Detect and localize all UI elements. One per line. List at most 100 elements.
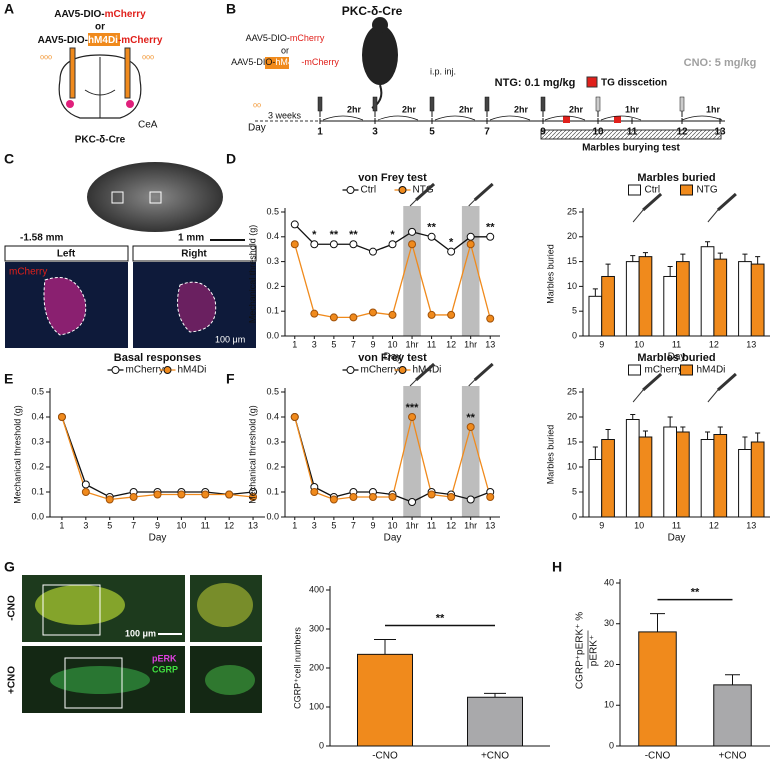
timeline-day: 5: [429, 127, 435, 138]
region-label: CeA: [138, 120, 158, 131]
bar: [750, 441, 765, 518]
data-point: [310, 309, 319, 318]
x-tick-label: 9: [370, 339, 375, 349]
x-tick-label: 13: [485, 339, 495, 349]
y-tick-label: 15: [567, 256, 577, 266]
y-tick-label: 0: [572, 330, 577, 340]
virus-part: AAV5-DIO-: [54, 9, 104, 20]
bar: [738, 449, 752, 518]
y-tick-label: 0.2: [31, 461, 44, 471]
x-tick-label: 9: [599, 339, 604, 349]
error-bar: [680, 253, 686, 262]
bar: [467, 696, 523, 747]
legend-label: hM4Di: [178, 365, 207, 376]
y-tick-label: 5: [572, 486, 577, 496]
error-bar: [717, 252, 723, 260]
legend-label: mCherry: [645, 365, 683, 376]
virus-part: AAV5-DIO-: [246, 33, 290, 43]
data-point: [486, 493, 495, 501]
bar: [676, 431, 690, 518]
cea-outline: [177, 281, 217, 333]
side-label: Right: [181, 249, 207, 260]
syringe-needle: [468, 379, 476, 387]
x-axis-label: Day: [149, 533, 167, 544]
scale-label: 1 mm: [178, 233, 204, 244]
x-tick-label: 10: [387, 339, 397, 349]
x-tick-label: 9: [370, 520, 375, 530]
y-tick-label: 25: [567, 206, 577, 216]
y-tick-label: 0.4: [266, 411, 279, 421]
legend-swatch: [680, 364, 693, 376]
panel-letter: C: [4, 151, 14, 167]
y-axis-label: Mechanical threshold (g): [247, 405, 257, 504]
virus-part: mCherry: [290, 33, 325, 43]
timeline-day: 7: [484, 127, 490, 138]
cno-dose: CNO: 5 mg/kg: [684, 57, 757, 69]
y-axis-label: pERK⁺: [589, 635, 600, 666]
x-tick-label: 11: [672, 520, 681, 530]
data-point: [368, 493, 377, 501]
bar: [713, 684, 752, 747]
data-point: [408, 498, 417, 506]
or-label: or: [281, 45, 289, 55]
x-tick-label: -CNO: [372, 751, 398, 759]
data-point: [310, 488, 319, 496]
x-tick-label: 9: [155, 520, 160, 530]
interval-label: 2hr: [459, 104, 474, 114]
y-tick-label: 0.0: [266, 511, 279, 521]
interval-label: 2hr: [569, 104, 584, 114]
interval-label: 2hr: [402, 104, 417, 114]
x-tick-label: 7: [351, 520, 356, 530]
legend-swatch: [680, 184, 693, 196]
highlight-band: [461, 206, 480, 336]
panel-letter: G: [4, 559, 15, 575]
bar: [357, 653, 413, 747]
y-tick-label: 10: [604, 700, 614, 710]
brain-outline: [58, 54, 142, 119]
test-box: [540, 129, 722, 140]
interval-arc: [377, 115, 419, 121]
data-point: [57, 413, 66, 421]
highlight-band: [461, 386, 480, 517]
legend-marker: [163, 366, 172, 374]
y-axis-label: Mechanical threshold (g): [247, 225, 257, 324]
bar: [638, 256, 653, 337]
legend-label: mCherry: [361, 365, 399, 376]
significance: **: [330, 229, 339, 241]
y-tick-label: 0.5: [31, 386, 44, 396]
error-bar: [742, 436, 748, 450]
error-bar: [592, 288, 598, 297]
y-tick-label: 40: [604, 577, 614, 587]
or-label: or: [95, 22, 105, 33]
data-point: [427, 310, 436, 319]
virus-part: AAV5-DIO-: [231, 57, 275, 67]
syringe: [642, 192, 663, 212]
data-point: [427, 490, 436, 499]
x-tick-label: 3: [312, 339, 317, 349]
y-tick-label: 20: [567, 411, 577, 421]
data-point: [466, 423, 475, 431]
error-bar: [667, 416, 673, 427]
y-tick-label: 25: [567, 386, 577, 396]
error-bar: [725, 674, 740, 685]
syringe-needle: [409, 379, 417, 387]
data-point: [329, 240, 338, 249]
data-point: [466, 240, 475, 249]
dissection-mark: [563, 116, 570, 123]
bar: [638, 436, 653, 518]
interval-label: 2hr: [514, 104, 529, 114]
x-tick-label: 10: [176, 520, 186, 530]
bar: [588, 459, 603, 518]
virus-icon: ⁰⁰⁰: [40, 55, 52, 66]
x-tick-label: +CNO: [718, 751, 746, 759]
x-tick-label: 10: [634, 520, 644, 530]
x-tick-label: 1hr: [464, 339, 477, 349]
legend-marker: [398, 186, 407, 194]
x-tick-label: 12: [224, 520, 234, 530]
data-point: [153, 490, 162, 499]
bar: [713, 434, 728, 518]
cea-outline: [43, 277, 87, 336]
y-tick-label: 0.4: [266, 231, 279, 241]
y-tick-label: 0.0: [31, 511, 44, 521]
